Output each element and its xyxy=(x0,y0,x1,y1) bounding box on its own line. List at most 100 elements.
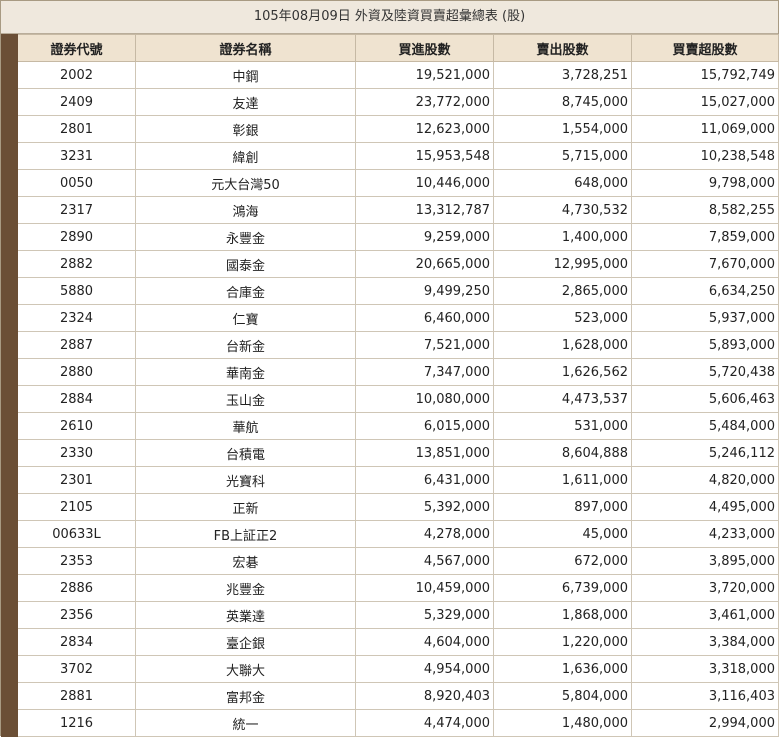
cell-stock-code: 2356 xyxy=(17,601,136,629)
cell-net-shares: 4,495,000 xyxy=(631,493,779,521)
row-stub xyxy=(1,655,18,683)
cell-stock-name: 元大台灣50 xyxy=(135,169,356,197)
column-header-buy: 買進股數 xyxy=(355,34,494,62)
cell-sell-shares: 1,220,000 xyxy=(493,628,632,656)
cell-stock-code: 2409 xyxy=(17,88,136,116)
cell-stock-code: 2610 xyxy=(17,412,136,440)
table-body: 2002 中鋼 19,521,000 3,728,251 15,792,749 2409 友… xyxy=(1,61,779,737)
cell-buy-shares: 9,499,250 xyxy=(355,277,494,305)
cell-buy-shares: 10,446,000 xyxy=(355,169,494,197)
cell-stock-name: 友達 xyxy=(135,88,356,116)
cell-sell-shares: 897,000 xyxy=(493,493,632,521)
table-row: 2301 光寶科 6,431,000 1,611,000 4,820,000 xyxy=(1,466,779,494)
cell-net-shares: 3,116,403 xyxy=(631,682,779,710)
cell-sell-shares: 531,000 xyxy=(493,412,632,440)
cell-net-shares: 15,027,000 xyxy=(631,88,779,116)
table-row: 2890 永豐金 9,259,000 1,400,000 7,859,000 xyxy=(1,223,779,251)
cell-net-shares: 5,606,463 xyxy=(631,385,779,413)
cell-stock-code: 1216 xyxy=(17,709,136,737)
row-stub xyxy=(1,169,18,197)
row-stub xyxy=(1,277,18,305)
header-row: 證券代號 證券名稱 買進股數 賣出股數 買賣超股數 xyxy=(1,34,779,62)
cell-stock-code: 2890 xyxy=(17,223,136,251)
cell-buy-shares: 7,347,000 xyxy=(355,358,494,386)
cell-stock-code: 3231 xyxy=(17,142,136,170)
cell-net-shares: 11,069,000 xyxy=(631,115,779,143)
cell-stock-name: 台新金 xyxy=(135,331,356,359)
cell-stock-name: 緯創 xyxy=(135,142,356,170)
cell-stock-name: 彰銀 xyxy=(135,115,356,143)
cell-buy-shares: 7,521,000 xyxy=(355,331,494,359)
cell-buy-shares: 13,851,000 xyxy=(355,439,494,467)
cell-net-shares: 5,720,438 xyxy=(631,358,779,386)
cell-sell-shares: 648,000 xyxy=(493,169,632,197)
table-row: 0050 元大台灣50 10,446,000 648,000 9,798,000 xyxy=(1,169,779,197)
cell-net-shares: 5,246,112 xyxy=(631,439,779,467)
row-stub xyxy=(1,88,18,116)
cell-buy-shares: 6,015,000 xyxy=(355,412,494,440)
cell-buy-shares: 8,920,403 xyxy=(355,682,494,710)
cell-stock-code: 2317 xyxy=(17,196,136,224)
cell-stock-name: 英業達 xyxy=(135,601,356,629)
table-row: 2834 臺企銀 4,604,000 1,220,000 3,384,000 xyxy=(1,628,779,656)
table-row: 2880 華南金 7,347,000 1,626,562 5,720,438 xyxy=(1,358,779,386)
table-row: 2324 仁寶 6,460,000 523,000 5,937,000 xyxy=(1,304,779,332)
row-stub xyxy=(1,196,18,224)
cell-net-shares: 5,484,000 xyxy=(631,412,779,440)
cell-buy-shares: 12,623,000 xyxy=(355,115,494,143)
cell-net-shares: 6,634,250 xyxy=(631,277,779,305)
row-stub xyxy=(1,574,18,602)
cell-sell-shares: 4,473,537 xyxy=(493,385,632,413)
cell-net-shares: 7,859,000 xyxy=(631,223,779,251)
cell-stock-name: 臺企銀 xyxy=(135,628,356,656)
cell-net-shares: 3,318,000 xyxy=(631,655,779,683)
cell-stock-code: 2834 xyxy=(17,628,136,656)
cell-stock-name: 華南金 xyxy=(135,358,356,386)
cell-buy-shares: 4,954,000 xyxy=(355,655,494,683)
cell-stock-code: 2880 xyxy=(17,358,136,386)
cell-stock-name: 宏碁 xyxy=(135,547,356,575)
cell-buy-shares: 4,474,000 xyxy=(355,709,494,737)
cell-stock-name: 永豐金 xyxy=(135,223,356,251)
cell-stock-name: 鴻海 xyxy=(135,196,356,224)
row-stub xyxy=(1,61,18,89)
cell-sell-shares: 5,804,000 xyxy=(493,682,632,710)
table-row: 3702 大聯大 4,954,000 1,636,000 3,318,000 xyxy=(1,655,779,683)
row-stub xyxy=(1,250,18,278)
cell-sell-shares: 1,480,000 xyxy=(493,709,632,737)
cell-buy-shares: 4,567,000 xyxy=(355,547,494,575)
cell-stock-code: 2882 xyxy=(17,250,136,278)
cell-stock-name: 仁寶 xyxy=(135,304,356,332)
column-header-sell: 賣出股數 xyxy=(493,34,632,62)
table-row: 3231 緯創 15,953,548 5,715,000 10,238,548 xyxy=(1,142,779,170)
cell-stock-name: 國泰金 xyxy=(135,250,356,278)
cell-net-shares: 7,670,000 xyxy=(631,250,779,278)
cell-stock-name: 富邦金 xyxy=(135,682,356,710)
cell-net-shares: 3,384,000 xyxy=(631,628,779,656)
cell-sell-shares: 3,728,251 xyxy=(493,61,632,89)
cell-stock-code: 2881 xyxy=(17,682,136,710)
cell-sell-shares: 1,868,000 xyxy=(493,601,632,629)
table-row: 2353 宏碁 4,567,000 672,000 3,895,000 xyxy=(1,547,779,575)
cell-buy-shares: 10,459,000 xyxy=(355,574,494,602)
cell-stock-code: 2353 xyxy=(17,547,136,575)
cell-sell-shares: 5,715,000 xyxy=(493,142,632,170)
cell-buy-shares: 4,278,000 xyxy=(355,520,494,548)
table-row: 2884 玉山金 10,080,000 4,473,537 5,606,463 xyxy=(1,385,779,413)
cell-stock-code: 00633L xyxy=(17,520,136,548)
cell-buy-shares: 20,665,000 xyxy=(355,250,494,278)
cell-stock-name: 玉山金 xyxy=(135,385,356,413)
table-row: 2886 兆豐金 10,459,000 6,739,000 3,720,000 xyxy=(1,574,779,602)
cell-stock-code: 0050 xyxy=(17,169,136,197)
cell-net-shares: 9,798,000 xyxy=(631,169,779,197)
cell-stock-name: FB上証正2 xyxy=(135,520,356,548)
row-stub-header xyxy=(1,34,18,62)
cell-stock-code: 5880 xyxy=(17,277,136,305)
table-row: 2356 英業達 5,329,000 1,868,000 3,461,000 xyxy=(1,601,779,629)
table-row: 2002 中鋼 19,521,000 3,728,251 15,792,749 xyxy=(1,61,779,89)
net-buy-sell-table: 證券代號 證券名稱 買進股數 賣出股數 買賣超股數 2002 中鋼 19,521,0… xyxy=(1,34,779,737)
cell-sell-shares: 1,626,562 xyxy=(493,358,632,386)
row-stub xyxy=(1,682,18,710)
cell-sell-shares: 1,400,000 xyxy=(493,223,632,251)
column-header-name: 證券名稱 xyxy=(135,34,356,62)
